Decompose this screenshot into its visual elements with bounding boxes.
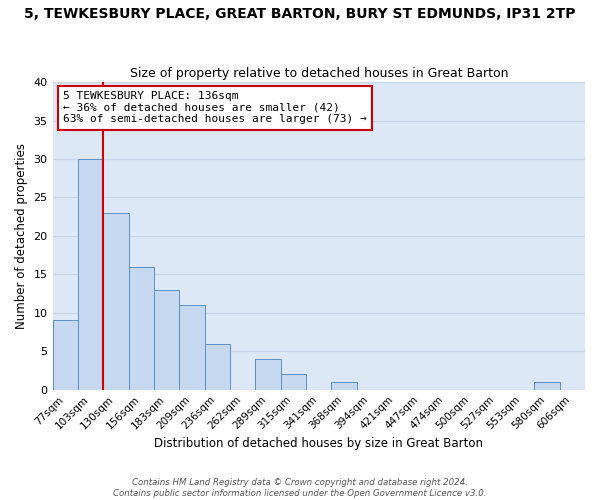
- Bar: [179, 305, 205, 390]
- Bar: [256, 359, 281, 390]
- Bar: [78, 159, 103, 390]
- Bar: [534, 382, 560, 390]
- Bar: [281, 374, 306, 390]
- Bar: [154, 290, 179, 390]
- Bar: [103, 213, 128, 390]
- Y-axis label: Number of detached properties: Number of detached properties: [15, 143, 28, 329]
- Title: Size of property relative to detached houses in Great Barton: Size of property relative to detached ho…: [130, 66, 508, 80]
- Bar: [128, 266, 154, 390]
- Bar: [53, 320, 78, 390]
- Bar: [331, 382, 357, 390]
- Text: 5 TEWKESBURY PLACE: 136sqm
← 36% of detached houses are smaller (42)
63% of semi: 5 TEWKESBURY PLACE: 136sqm ← 36% of deta…: [63, 92, 367, 124]
- Text: Contains HM Land Registry data © Crown copyright and database right 2024.
Contai: Contains HM Land Registry data © Crown c…: [113, 478, 487, 498]
- Text: 5, TEWKESBURY PLACE, GREAT BARTON, BURY ST EDMUNDS, IP31 2TP: 5, TEWKESBURY PLACE, GREAT BARTON, BURY …: [24, 8, 576, 22]
- Bar: [205, 344, 230, 390]
- X-axis label: Distribution of detached houses by size in Great Barton: Distribution of detached houses by size …: [154, 437, 483, 450]
